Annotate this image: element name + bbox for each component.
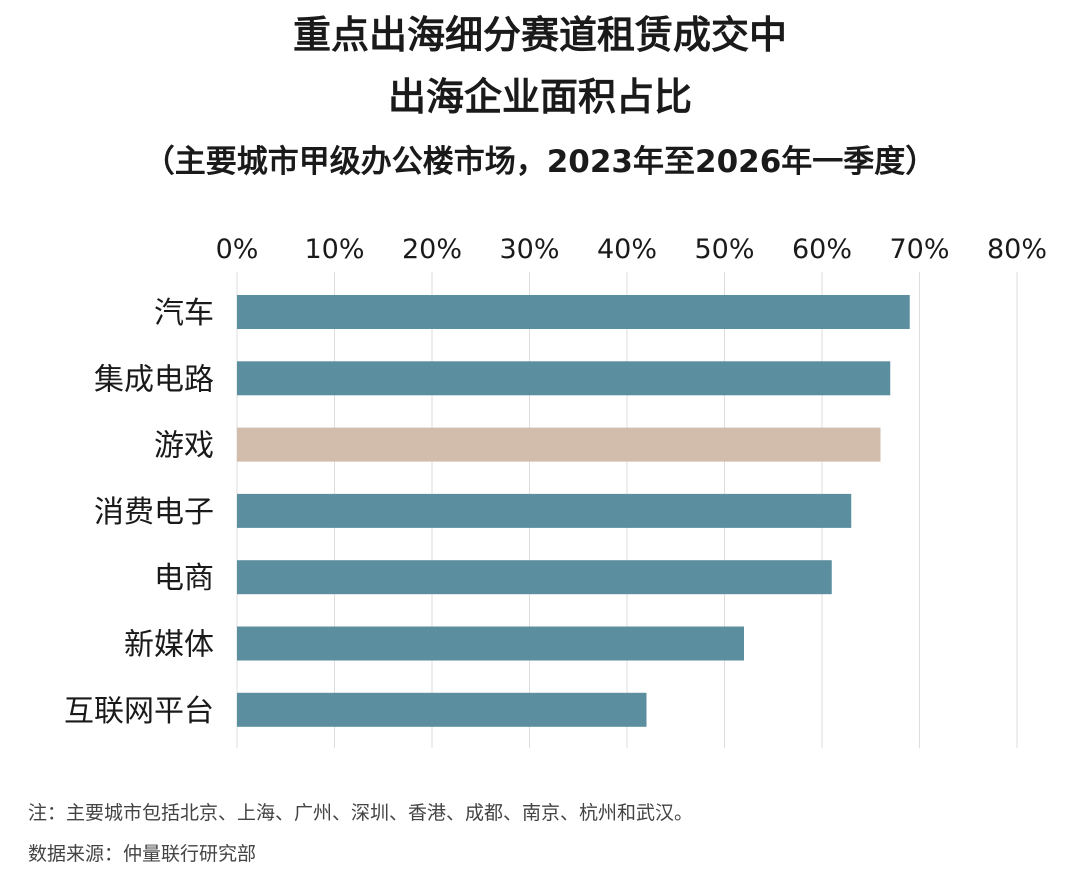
x-tick-label: 10% (304, 234, 364, 265)
bar (237, 493, 852, 528)
x-axis-ticks: 0% 10% 20% 30% 40% 50% 60% 70% 80% (216, 234, 1047, 265)
chart-subtitle: （主要城市甲级办公楼市场，2023年至2026年一季度） (143, 144, 937, 180)
category-label: 汽车 (154, 296, 214, 331)
category-label: 电商 (154, 561, 214, 596)
category-label: 游戏 (154, 429, 214, 464)
bar (237, 295, 910, 329)
category-label: 集成电路 (94, 362, 214, 397)
x-tick-label: 30% (499, 234, 559, 265)
x-tick-label: 60% (792, 234, 852, 265)
category-label: 消费电子 (94, 495, 214, 530)
x-tick-label: 80% (987, 234, 1047, 265)
bar (237, 692, 647, 727)
x-tick-label: 20% (402, 234, 462, 265)
bar (237, 626, 744, 661)
chart-title-line-2: 出海企业面积占比 (387, 75, 692, 119)
x-tick-label: 50% (694, 234, 754, 265)
chart-title-line-1: 重点出海细分赛道租赁成交中 (292, 13, 787, 57)
footnote-source: 数据来源：仲量联行研究部 (28, 843, 257, 865)
bar (237, 361, 891, 396)
x-tick-label: 40% (597, 234, 657, 265)
x-tick-label: 70% (889, 234, 949, 265)
bars (237, 295, 910, 727)
bar (237, 427, 881, 462)
footnote-note: 注：主要城市包括北京、上海、广州、深圳、香港、成都、南京、杭州和武汉。 (28, 802, 694, 824)
category-label: 互联网平台 (64, 694, 214, 729)
category-label: 新媒体 (124, 628, 214, 663)
x-tick-label: 0% (216, 234, 259, 265)
bar (237, 560, 832, 595)
